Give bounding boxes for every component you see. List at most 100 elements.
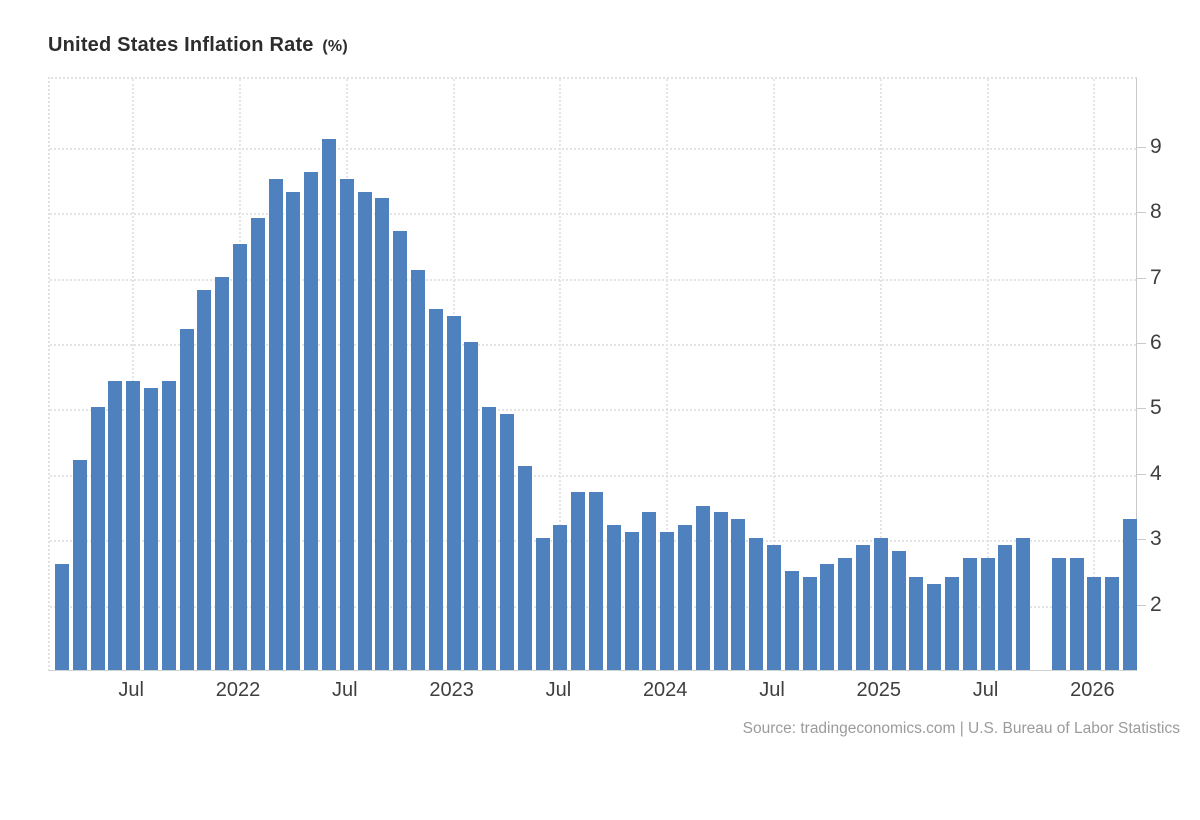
bar-2022-10[interactable]	[393, 230, 408, 670]
bar-2022-05[interactable]	[304, 172, 319, 670]
y-axis-tick	[1137, 146, 1146, 148]
bar-2021-03[interactable]	[55, 564, 69, 670]
bar-2024-12[interactable]	[856, 544, 870, 670]
bar-2022-01[interactable]	[233, 243, 247, 670]
y-axis-tick	[1137, 343, 1146, 345]
bar-2025-04[interactable]	[927, 584, 942, 670]
gridline-vertical	[559, 79, 562, 670]
bar-2021-07[interactable]	[126, 381, 141, 670]
x-axis-label: 2026	[1070, 679, 1115, 701]
x-axis-label: 2023	[429, 679, 474, 701]
plot-area	[48, 77, 1137, 671]
bar-2024-07[interactable]	[767, 544, 781, 670]
bar-2023-02[interactable]	[464, 342, 479, 670]
bar-2024-02[interactable]	[678, 525, 692, 670]
x-axis-label: 2022	[215, 679, 261, 701]
y-axis-tick	[1137, 277, 1146, 279]
bar-2025-06[interactable]	[962, 557, 977, 670]
chart-title: United States Inflation Rate (%)	[48, 34, 348, 57]
gridline-horizontal	[50, 409, 1136, 412]
y-axis-label: 5	[1150, 396, 1162, 420]
gridline-vertical	[666, 79, 669, 670]
bar-2023-08[interactable]	[571, 492, 586, 670]
bar-2023-09[interactable]	[589, 492, 603, 670]
bar-2023-04[interactable]	[500, 413, 514, 670]
x-axis-label: Jul	[545, 679, 572, 701]
y-axis-label: 2	[1150, 592, 1162, 616]
bar-2024-08[interactable]	[784, 570, 799, 670]
gridline-horizontal	[50, 344, 1136, 347]
bar-2022-06[interactable]	[322, 139, 336, 670]
bar-2023-11[interactable]	[624, 531, 639, 670]
gridline-vertical	[879, 79, 882, 670]
bar-2025-07[interactable]	[980, 557, 995, 670]
bar-2023-01[interactable]	[446, 315, 461, 670]
bar-2024-06[interactable]	[749, 538, 764, 670]
bar-2024-11[interactable]	[838, 557, 853, 670]
bar-2021-08[interactable]	[144, 387, 158, 670]
bar-2023-05[interactable]	[517, 466, 532, 670]
gridline-vertical	[986, 79, 989, 670]
bar-2022-08[interactable]	[357, 191, 372, 670]
y-axis-tick	[1137, 539, 1146, 541]
bar-2026-01[interactable]	[1087, 577, 1102, 670]
bar-2023-12[interactable]	[642, 512, 657, 670]
bar-2021-05[interactable]	[90, 407, 105, 670]
bar-2021-10[interactable]	[179, 328, 194, 670]
y-axis-tick	[1137, 604, 1146, 606]
bar-2024-01[interactable]	[660, 531, 675, 670]
bar-2023-03[interactable]	[482, 407, 497, 670]
x-axis-label: Jul	[332, 679, 358, 701]
bar-2025-09[interactable]	[1016, 538, 1031, 670]
bar-2025-08[interactable]	[998, 544, 1013, 670]
bar-2021-09[interactable]	[161, 381, 176, 670]
x-axis-label: Jul	[118, 679, 144, 701]
bar-2022-12[interactable]	[428, 309, 443, 670]
bar-2025-01[interactable]	[873, 538, 888, 670]
bar-2024-05[interactable]	[731, 518, 746, 670]
bar-2026-02[interactable]	[1105, 577, 1120, 670]
x-axis-label: 2025	[856, 679, 902, 701]
y-axis-tick	[1137, 408, 1146, 410]
bar-2022-02[interactable]	[250, 217, 265, 670]
gridline-horizontal	[50, 474, 1136, 477]
bar-2024-04[interactable]	[713, 512, 728, 670]
x-axis-label: 2024	[642, 679, 688, 701]
bar-2022-07[interactable]	[339, 178, 354, 670]
gridline-vertical	[132, 79, 135, 670]
bar-2025-11[interactable]	[1051, 557, 1066, 670]
bar-2023-10[interactable]	[606, 525, 621, 670]
gridline-horizontal	[50, 278, 1136, 281]
chart-title-text: United States Inflation Rate	[48, 34, 314, 56]
gridline-horizontal	[50, 213, 1136, 216]
bar-2022-09[interactable]	[375, 198, 390, 670]
y-axis-label: 3	[1150, 527, 1162, 551]
bar-2024-03[interactable]	[695, 505, 710, 670]
y-axis-label: 6	[1150, 331, 1162, 355]
y-axis-label: 9	[1150, 134, 1162, 158]
gridline-vertical	[773, 79, 775, 670]
bar-2023-07[interactable]	[553, 525, 568, 670]
bar-2025-05[interactable]	[945, 577, 959, 670]
bar-2024-10[interactable]	[820, 564, 835, 670]
bar-2021-11[interactable]	[197, 289, 212, 670]
y-axis-tick	[1137, 212, 1146, 214]
bar-2021-12[interactable]	[215, 276, 230, 670]
chart-title-unit: (%)	[322, 38, 348, 55]
bar-2024-09[interactable]	[802, 577, 817, 670]
bar-2023-06[interactable]	[535, 538, 550, 670]
bar-2021-06[interactable]	[108, 381, 123, 670]
bar-2022-11[interactable]	[411, 270, 425, 670]
gridline-vertical	[1093, 79, 1096, 670]
x-axis-label: Jul	[972, 679, 999, 701]
bar-2026-03[interactable]	[1123, 518, 1137, 670]
bar-2025-03[interactable]	[909, 577, 924, 670]
bar-2021-04[interactable]	[72, 459, 87, 670]
source-attribution: Source: tradingeconomics.com | U.S. Bure…	[742, 720, 1180, 737]
gridline-horizontal	[50, 147, 1136, 150]
bar-2022-03[interactable]	[268, 178, 283, 670]
bar-2025-12[interactable]	[1069, 557, 1084, 670]
bar-2022-04[interactable]	[286, 191, 301, 670]
bar-2025-02[interactable]	[891, 551, 906, 670]
